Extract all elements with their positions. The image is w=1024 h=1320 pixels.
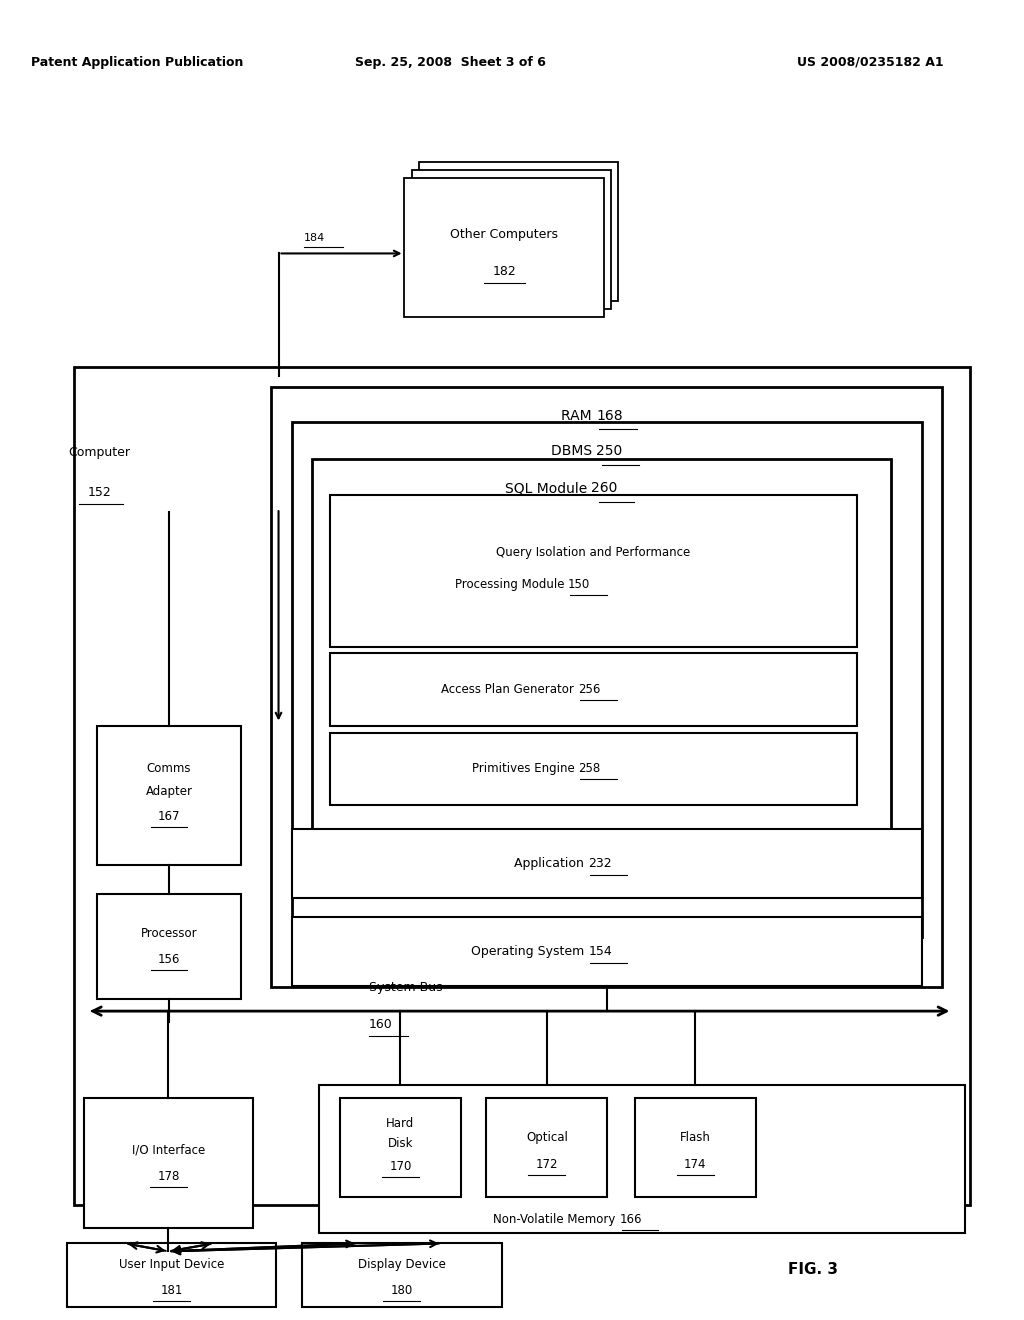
Text: 258: 258 <box>578 763 600 775</box>
Text: Other Computers: Other Computers <box>451 228 558 240</box>
Text: Optical: Optical <box>526 1131 567 1143</box>
Text: 174: 174 <box>684 1159 707 1171</box>
Text: Non-Volatile Memory: Non-Volatile Memory <box>494 1213 620 1226</box>
Text: 170: 170 <box>389 1160 412 1172</box>
Text: Disk: Disk <box>388 1138 413 1150</box>
Text: 156: 156 <box>158 953 180 966</box>
Text: System Bus: System Bus <box>369 981 442 994</box>
Bar <box>302 1243 502 1307</box>
Bar <box>292 422 922 937</box>
Text: User Input Device: User Input Device <box>119 1258 224 1271</box>
Bar <box>312 459 891 849</box>
Bar <box>292 829 922 898</box>
Text: Adapter: Adapter <box>145 785 193 797</box>
Text: 181: 181 <box>161 1284 182 1298</box>
Text: Sep. 25, 2008  Sheet 3 of 6: Sep. 25, 2008 Sheet 3 of 6 <box>355 55 546 69</box>
Text: 260: 260 <box>591 482 617 495</box>
Text: RAM: RAM <box>561 409 596 422</box>
Text: Access Plan Generator: Access Plan Generator <box>441 684 578 696</box>
Text: Processor: Processor <box>140 927 198 940</box>
Text: Display Device: Display Device <box>358 1258 445 1271</box>
Text: 152: 152 <box>87 486 112 499</box>
Text: 168: 168 <box>596 409 624 422</box>
Text: 172: 172 <box>536 1159 558 1171</box>
Bar <box>74 367 970 1205</box>
Text: FIG. 3: FIG. 3 <box>788 1262 839 1278</box>
Bar <box>419 162 618 301</box>
Text: Application: Application <box>514 857 588 870</box>
Text: DBMS: DBMS <box>551 445 596 458</box>
Bar <box>330 653 857 726</box>
Bar <box>340 1098 461 1197</box>
Bar <box>97 726 241 865</box>
Text: Primitives Engine: Primitives Engine <box>471 763 578 775</box>
Text: Computer: Computer <box>69 446 130 459</box>
Text: Query Isolation and Performance: Query Isolation and Performance <box>497 546 690 558</box>
Text: 182: 182 <box>493 265 516 277</box>
Text: 256: 256 <box>578 684 600 696</box>
Text: 167: 167 <box>158 810 180 822</box>
Bar <box>635 1098 756 1197</box>
Text: Patent Application Publication: Patent Application Publication <box>31 55 243 69</box>
Text: Comms: Comms <box>146 763 191 775</box>
Text: 154: 154 <box>588 945 612 958</box>
Text: 184: 184 <box>304 232 326 243</box>
Bar <box>330 495 857 647</box>
Text: 180: 180 <box>391 1284 413 1298</box>
Bar <box>412 170 611 309</box>
Bar <box>292 917 922 986</box>
Bar <box>404 178 604 317</box>
Bar <box>319 1085 965 1233</box>
Text: SQL Module: SQL Module <box>505 482 591 495</box>
Text: Hard: Hard <box>386 1118 415 1130</box>
Text: 160: 160 <box>369 1018 392 1031</box>
Text: 232: 232 <box>588 857 612 870</box>
Text: I/O Interface: I/O Interface <box>132 1143 205 1156</box>
Bar <box>97 894 241 999</box>
Bar <box>330 733 857 805</box>
Text: 150: 150 <box>567 578 590 590</box>
Bar <box>67 1243 276 1307</box>
Text: 178: 178 <box>158 1170 179 1183</box>
Bar <box>486 1098 607 1197</box>
Text: Processing Module: Processing Module <box>455 578 567 590</box>
Text: US 2008/0235182 A1: US 2008/0235182 A1 <box>797 55 944 69</box>
Bar <box>84 1098 253 1228</box>
Text: 250: 250 <box>596 445 623 458</box>
Text: 166: 166 <box>620 1213 642 1226</box>
Text: Flash: Flash <box>680 1131 711 1143</box>
Bar <box>271 387 942 987</box>
Text: Operating System: Operating System <box>471 945 588 958</box>
